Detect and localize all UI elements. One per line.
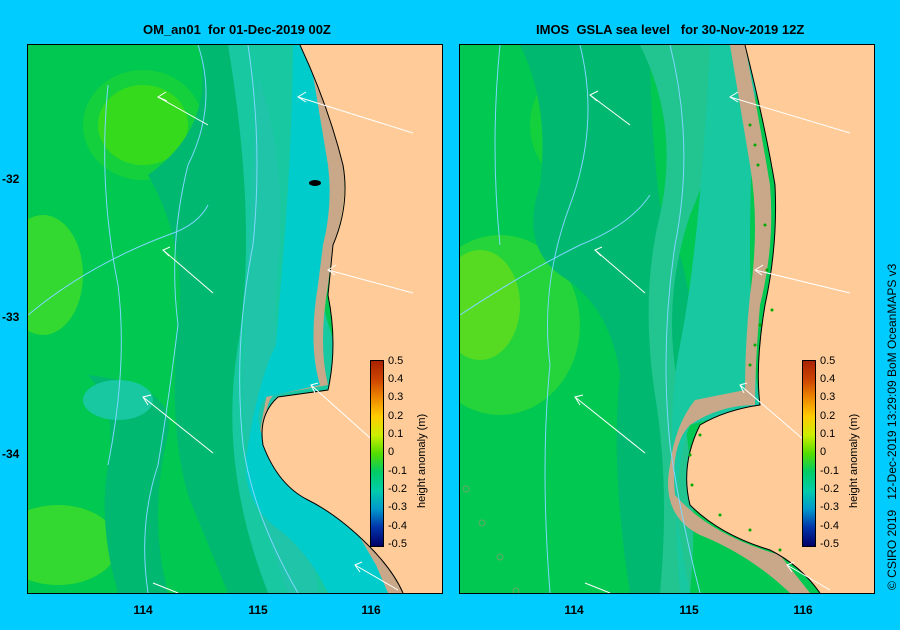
cbar-right-label: 0.5 <box>820 355 836 367</box>
left-map-panel <box>27 44 443 594</box>
xtick-right-116: 116 <box>793 603 813 617</box>
cbar-left-label: 0.5 <box>388 355 404 367</box>
cbar-left-label: -0.4 <box>388 520 407 532</box>
left-colorbar <box>370 360 384 547</box>
cbar-left-label: 0.2 <box>388 410 404 422</box>
ytick-33: -33 <box>2 310 20 324</box>
cbar-right-label: -0.3 <box>820 501 839 513</box>
cbar-left-label: -0.3 <box>388 501 407 513</box>
ytick-34: -34 <box>2 447 20 461</box>
xtick-right-114: 114 <box>564 603 584 617</box>
cbar-left-label: 0.3 <box>388 391 404 403</box>
right-map-svg <box>460 45 874 593</box>
right-map-title: IMOS GSLA sea level for 30-Nov-2019 12Z <box>536 22 805 37</box>
cbar-left-title: height anomaly (m) <box>416 413 428 508</box>
xtick-right-115: 115 <box>679 603 699 617</box>
cbar-left-label: -0.1 <box>388 465 407 477</box>
left-map-svg <box>28 45 442 593</box>
cbar-right-title: height anomaly (m) <box>848 413 860 508</box>
left-map-title: OM_an01 for 01-Dec-2019 00Z <box>143 22 331 37</box>
cbar-right-label: 0.3 <box>820 391 836 403</box>
cbar-right-label: -0.2 <box>820 483 839 495</box>
xtick-left-115: 115 <box>248 603 268 617</box>
cbar-right-label: -0.1 <box>820 465 839 477</box>
cbar-right-label: -0.5 <box>820 538 839 550</box>
cbar-left-label: 0.1 <box>388 428 404 440</box>
right-colorbar <box>802 360 816 547</box>
xtick-left-116: 116 <box>361 603 381 617</box>
cbar-left-label: 0 <box>388 446 395 458</box>
cbar-left-label: -0.5 <box>388 538 407 550</box>
xtick-left-114: 114 <box>133 603 153 617</box>
cbar-right-label: 0.1 <box>820 428 836 440</box>
ytick-32: -32 <box>2 172 20 186</box>
cbar-left-label: 0.4 <box>388 373 404 385</box>
credit-text: © CSIRO 2019 12-Dec-2019 13:29:09 BoM Oc… <box>885 263 899 590</box>
cbar-right-label: 0.2 <box>820 410 836 422</box>
cbar-right-label: -0.4 <box>820 520 839 532</box>
cbar-right-label: 0.4 <box>820 373 836 385</box>
cbar-left-label: -0.2 <box>388 483 407 495</box>
cbar-right-label: 0 <box>820 446 827 458</box>
